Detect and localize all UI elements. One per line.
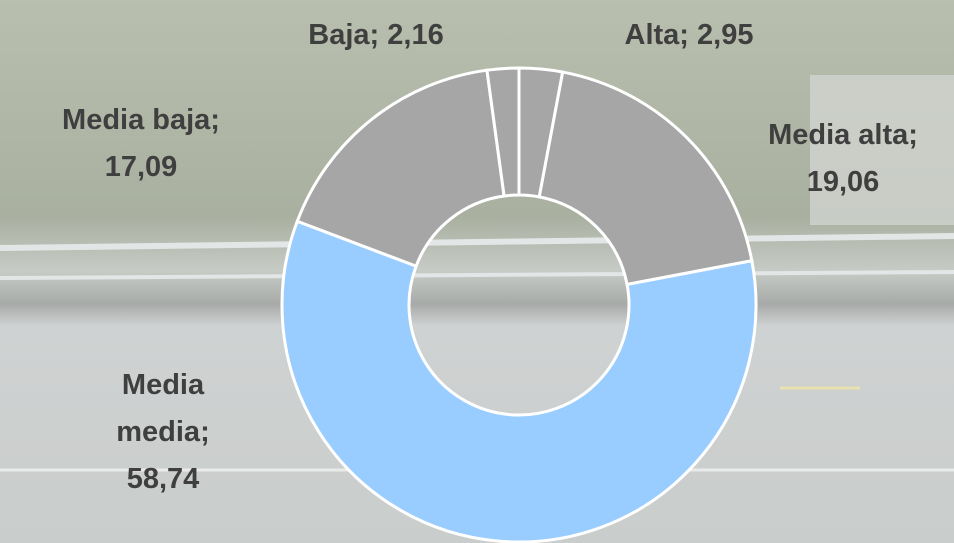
donut-slice	[539, 72, 752, 284]
data-label: Media alta; 19,06	[733, 112, 953, 206]
value-label: 19,06	[807, 166, 880, 198]
value-label: 2,16	[387, 19, 443, 51]
data-label: Baja; 2,16	[226, 12, 526, 59]
value-label: 58,74	[127, 463, 200, 495]
data-label: Media baja; 17,09	[31, 97, 251, 191]
category-label: Media alta;	[768, 119, 918, 151]
category-label: Media baja;	[62, 104, 220, 136]
category-label: Baja;	[308, 19, 379, 51]
value-label: 17,09	[105, 151, 178, 183]
category-label: Alta;	[625, 19, 689, 51]
page: {"chart_data": {"type": "donut", "catego…	[0, 0, 954, 543]
data-label: Alta; 2,95	[539, 12, 839, 59]
category-label: Media media;	[116, 369, 209, 448]
value-label: 2,95	[697, 19, 753, 51]
data-label: Media media; 58,74	[93, 362, 233, 503]
